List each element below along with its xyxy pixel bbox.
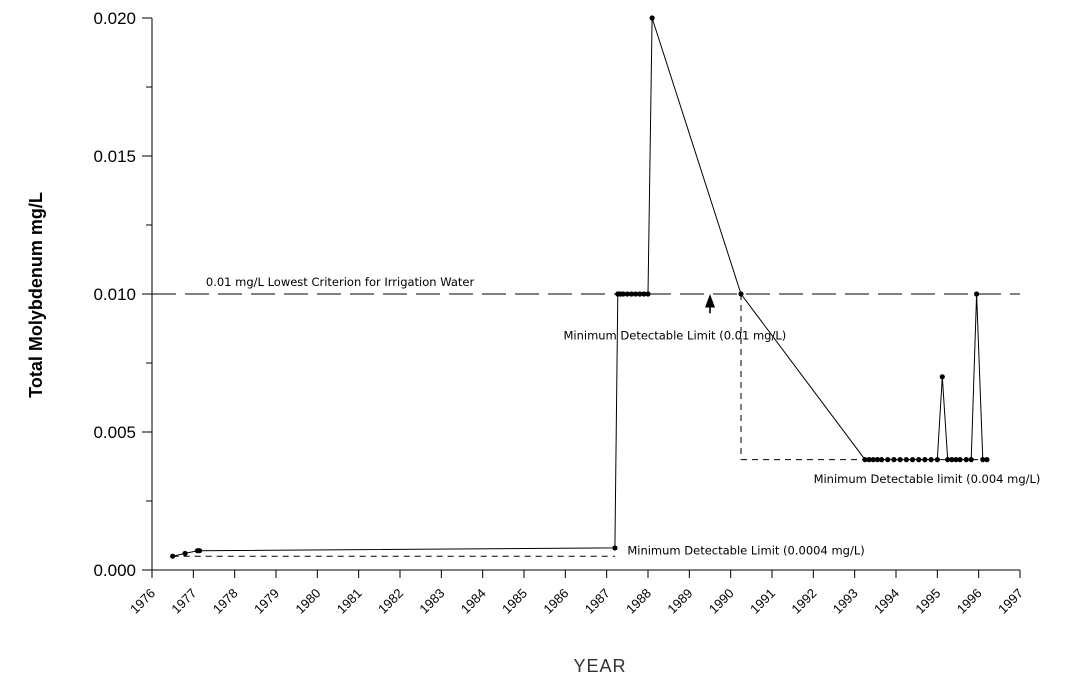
data-point xyxy=(934,457,940,463)
data-point xyxy=(182,550,188,557)
data-point xyxy=(628,291,635,297)
data-point xyxy=(612,545,618,551)
data-point xyxy=(974,291,980,297)
data-point xyxy=(957,457,963,463)
y-tick-label: 0.005 xyxy=(93,423,136,442)
x-tick-label: 1983 xyxy=(416,586,447,617)
data-point xyxy=(928,457,934,463)
data-point xyxy=(874,457,881,463)
x-tick-label: 1994 xyxy=(871,586,902,617)
data-point xyxy=(945,457,951,463)
data-point xyxy=(891,457,897,463)
x-tick-label: 1980 xyxy=(292,586,323,617)
data-point xyxy=(866,457,872,463)
data-point xyxy=(862,457,868,463)
data-point xyxy=(980,457,986,463)
x-tick-label: 1977 xyxy=(168,586,199,617)
x-tick-label: 1987 xyxy=(582,586,613,617)
data-point xyxy=(963,457,969,463)
data-point xyxy=(633,291,639,297)
x-tick-label: 1992 xyxy=(788,586,819,617)
detection-limit-label: Minimum Detectable Limit (0.0004 mg/L) xyxy=(627,544,864,558)
y-tick-label: 0.015 xyxy=(93,147,136,166)
x-tick-label: 1979 xyxy=(251,586,282,617)
x-tick-label: 1993 xyxy=(830,586,861,617)
data-point xyxy=(922,457,928,463)
criterion-label: 0.01 mg/L Lowest Criterion for Irrigatio… xyxy=(206,275,475,289)
y-tick-label: 0.020 xyxy=(93,9,136,28)
data-point xyxy=(909,457,916,463)
x-tick-label: 1982 xyxy=(375,586,406,617)
data-point xyxy=(620,291,626,297)
data-point xyxy=(885,457,891,463)
x-tick-label: 1976 xyxy=(127,586,158,617)
data-point xyxy=(878,457,885,463)
axes: 0.000 0.005 0.010 0.015 0.020 1976 1977 1978 197… xyxy=(93,9,1026,617)
data-point xyxy=(645,291,651,297)
data-point xyxy=(916,457,922,463)
y-tick-label: 0.000 xyxy=(93,561,136,580)
detection-limit-label: Minimum Detectable limit (0.004 mg/L) xyxy=(814,472,1041,486)
data-point xyxy=(953,457,959,463)
x-tick-label: 1997 xyxy=(995,586,1026,617)
data-point xyxy=(949,457,955,463)
detection-limit-arrow-head xyxy=(705,294,715,308)
data-point xyxy=(641,291,647,297)
data-series xyxy=(170,15,990,559)
data-point xyxy=(903,457,909,463)
data-point xyxy=(968,457,974,463)
data-point xyxy=(984,457,990,463)
x-tick-label: 1988 xyxy=(623,586,654,617)
data-point xyxy=(637,291,643,297)
x-tick-label: 1984 xyxy=(458,586,489,617)
x-tick-label: 1981 xyxy=(334,586,365,617)
data-point xyxy=(649,15,655,21)
x-tick-label: 1989 xyxy=(664,586,695,617)
x-tick-label: 1996 xyxy=(954,586,985,617)
x-tick-label: 1995 xyxy=(912,586,943,617)
data-point xyxy=(624,291,630,297)
data-point xyxy=(897,457,903,463)
detection-limit-label: Minimum Detectable Limit (0.01 mg/L) xyxy=(563,328,786,342)
data-point xyxy=(170,553,176,559)
data-point xyxy=(939,374,945,380)
data-point xyxy=(870,457,876,463)
data-point xyxy=(196,548,203,554)
x-tick-label: 1990 xyxy=(706,586,737,617)
y-axis-label: Total Molybdenum mg/L xyxy=(26,192,46,398)
x-axis-label: YEAR xyxy=(573,656,626,676)
x-tick-label: 1985 xyxy=(499,586,530,617)
x-tick-label: 1978 xyxy=(210,586,241,617)
y-tick-label: 0.010 xyxy=(93,285,136,304)
x-tick-label: 1991 xyxy=(747,586,778,617)
x-tick-label: 1986 xyxy=(540,586,571,617)
data-point xyxy=(738,291,744,297)
annotations: 0.01 mg/L Lowest Criterion for Irrigatio… xyxy=(206,275,1041,558)
